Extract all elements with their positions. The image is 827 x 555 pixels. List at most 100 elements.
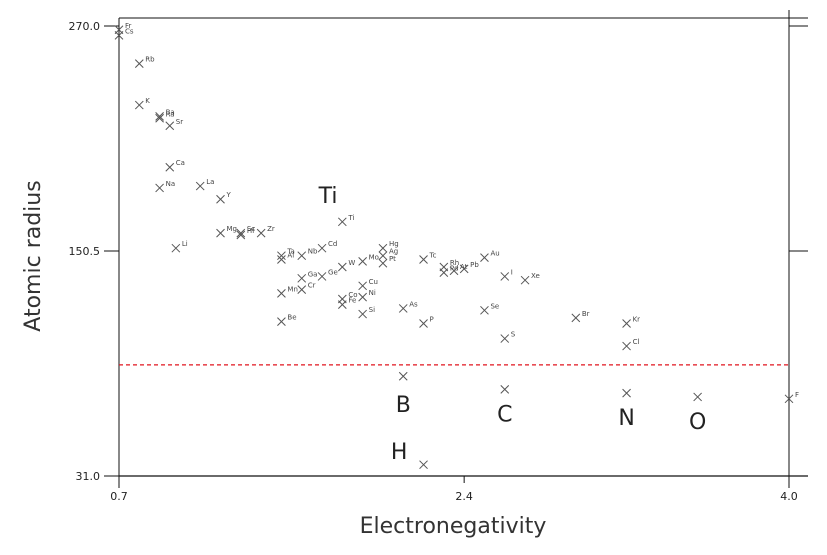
point-label: As <box>409 300 418 308</box>
point-label: Br <box>582 310 590 318</box>
data-point: W <box>337 259 355 272</box>
point-label: Al <box>287 251 294 259</box>
point-label: Ge <box>328 268 338 276</box>
annotation-label: Ti <box>318 184 338 209</box>
point-label: Se <box>490 302 499 310</box>
point-label: Mo <box>369 253 379 261</box>
annotations: Ti B C N O H <box>318 184 707 465</box>
point-label: K <box>145 97 150 105</box>
data-point: Al <box>277 251 294 264</box>
data-point: Ti <box>337 214 354 227</box>
data-point: I <box>500 268 513 281</box>
annotation-label: H <box>391 440 408 465</box>
data-point <box>693 392 702 402</box>
data-point: Na <box>155 180 176 193</box>
point-label: At <box>460 263 468 271</box>
data-point: Cl <box>622 338 639 351</box>
point-label: Na <box>166 180 176 188</box>
y-axis-title: Atomic radius <box>21 180 46 331</box>
data-point: Ca <box>165 159 185 172</box>
x-tick-label: 4.0 <box>780 490 798 503</box>
y-tick-label: 150.5 <box>69 245 101 258</box>
point-label: I <box>511 268 513 276</box>
data-point <box>398 371 408 381</box>
data-point: Rb <box>134 56 155 69</box>
data-point: Sc <box>236 225 255 238</box>
point-label: Ti <box>347 214 354 222</box>
point-label: Sr <box>176 118 183 126</box>
data-point: Y <box>216 191 232 204</box>
point-label: Cr <box>308 282 316 290</box>
data-point: Ba <box>155 108 175 121</box>
data-point: Pb <box>459 261 479 274</box>
data-point: S <box>500 331 516 343</box>
data-point: Ga <box>297 270 318 283</box>
data-point: Au <box>480 250 500 262</box>
data-point: Fe <box>337 297 356 310</box>
point-label: Au <box>490 250 499 258</box>
data-point: Mn <box>277 285 298 298</box>
point-label: Ta <box>286 248 294 256</box>
data-point: Li <box>171 240 188 253</box>
data-point: Cs <box>114 27 134 40</box>
point-label: Cd <box>328 240 337 248</box>
point-label: Ra <box>166 110 175 118</box>
y-tick-label: 270.0 <box>69 20 101 33</box>
data-point: Br <box>571 310 590 323</box>
point-label: Co <box>348 291 357 299</box>
point-label: Fr <box>125 22 132 30</box>
annotation-label: O <box>689 410 706 435</box>
point-label: Cu <box>369 278 378 286</box>
data-point: Si <box>358 306 375 319</box>
point-label: Pd <box>450 265 459 273</box>
data-point <box>419 460 428 470</box>
data-point <box>622 388 631 398</box>
point-label: Ni <box>369 289 376 297</box>
data-point: Cr <box>297 282 316 294</box>
point-label: Fe <box>348 297 356 305</box>
plot-frame <box>118 10 808 488</box>
data-point: Ge <box>317 268 338 281</box>
point-label: Ba <box>166 108 175 116</box>
data-point: Xe <box>520 272 540 285</box>
data-point: P <box>419 315 434 328</box>
point-label: Xe <box>531 272 540 280</box>
data-point: Ta <box>277 248 295 261</box>
data-point: Sr <box>165 118 183 131</box>
point-label: Y <box>226 191 232 199</box>
point-label: Rh <box>450 259 459 267</box>
data-point: Mg <box>216 225 237 238</box>
point-label: P <box>430 315 434 323</box>
data-point: Pd <box>439 265 459 278</box>
data-point: Ni <box>358 289 376 302</box>
point-label: La <box>206 178 214 186</box>
data-point: Kr <box>622 315 641 328</box>
axis-ticks: 0.7 2.4 4.0 31.0 150.5 270.0 <box>69 20 808 503</box>
data-point: La <box>195 178 214 191</box>
point-label: Ag <box>389 248 398 256</box>
point-label: Hg <box>389 240 399 248</box>
point-label: Mn <box>287 285 297 293</box>
x-tick-label: 2.4 <box>455 490 473 503</box>
data-point: Hg <box>378 240 399 253</box>
data-point: K <box>134 97 150 110</box>
data-point: Ra <box>155 110 175 123</box>
data-point: At <box>449 263 468 276</box>
point-label: Zr <box>267 225 275 233</box>
data-point: Cd <box>317 240 337 253</box>
y-tick-label: 31.0 <box>76 470 101 483</box>
point-label: F <box>795 391 799 399</box>
x-axis-title: Electronegativity <box>360 514 547 539</box>
data-point: Ag <box>378 248 398 261</box>
point-label: Si <box>369 306 375 314</box>
data-point: F <box>784 391 799 404</box>
data-point: Nb <box>297 248 318 261</box>
data-point: Hf <box>236 227 255 240</box>
data-point: Be <box>277 314 297 326</box>
point-label: Ga <box>308 270 318 278</box>
point-label: Kr <box>633 315 641 323</box>
point-label: Pb <box>470 261 479 269</box>
data-point: Mo <box>358 253 379 266</box>
point-label: Cs <box>125 27 134 35</box>
